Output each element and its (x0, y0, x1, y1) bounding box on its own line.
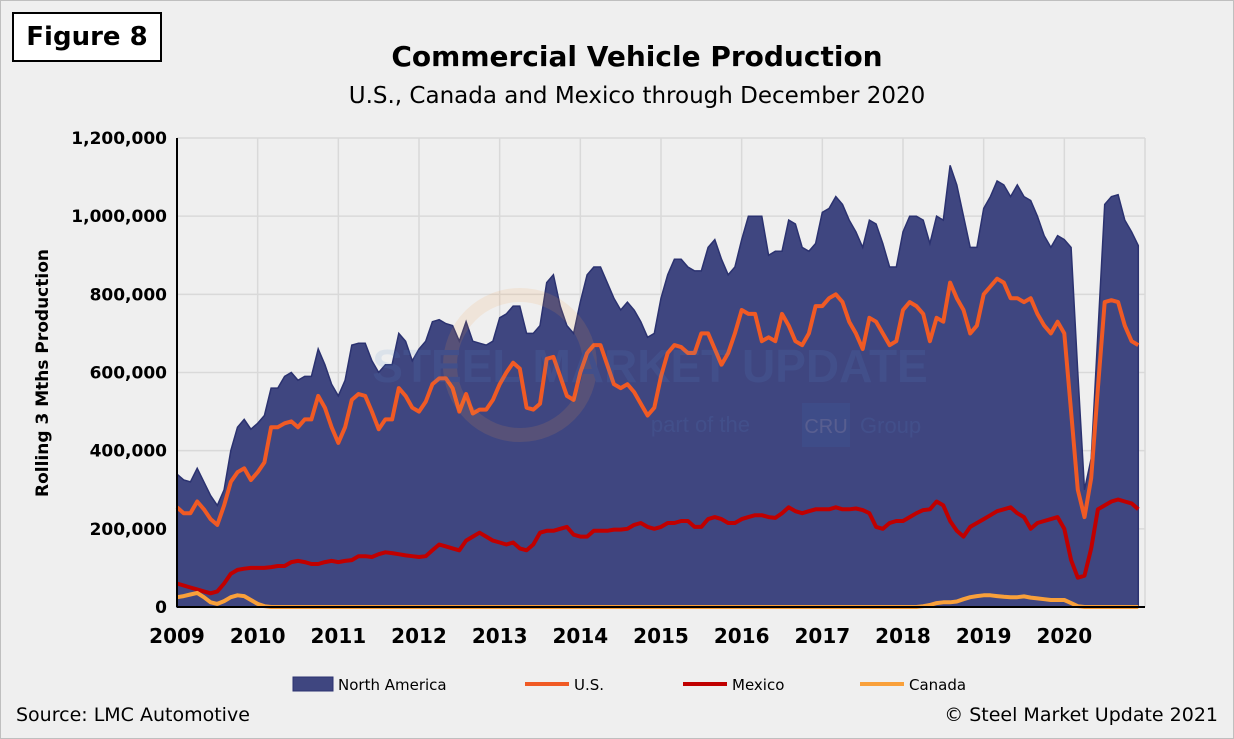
x-tick-label: 2011 (310, 624, 366, 648)
watermark-text: STEEL MARKET UPDATE (372, 340, 927, 392)
watermark-group: Group (860, 413, 921, 438)
line-u-s (175, 276, 1140, 527)
legend-item: U.S. (525, 676, 604, 694)
watermark-cru-box (802, 403, 850, 447)
y-tick-label: 600,000 (90, 364, 168, 384)
x-tick-label: 2014 (552, 624, 608, 648)
legend-label: North America (338, 676, 447, 694)
legend-swatch (292, 676, 334, 692)
legend: North America U.S. Mexico Canada (292, 676, 966, 694)
y-tick-label: 200,000 (90, 520, 168, 540)
legend-item: Canada (860, 676, 966, 694)
x-tick-label: 2012 (391, 624, 447, 648)
chart-subtitle: U.S., Canada and Mexico through December… (348, 83, 926, 109)
y-tick-label: 800,000 (90, 285, 168, 305)
watermark: STEEL MARKET UPDATE part of the CRU Grou… (372, 288, 928, 447)
legend-item: North America (292, 676, 447, 694)
y-axis-label: Rolling 3 Mths Production (33, 249, 53, 497)
watermark-swoosh (443, 288, 597, 442)
x-tick-label: 2018 (875, 624, 931, 648)
y-tick-label: 0 (155, 598, 167, 618)
y-tick-label: 1,000,000 (71, 207, 167, 227)
x-tick-label: 2015 (633, 624, 689, 648)
legend-label: U.S. (574, 676, 604, 694)
copyright-note: © Steel Market Update 2021 (944, 704, 1218, 726)
legend-label: Mexico (732, 676, 784, 694)
source-note: Source: LMC Automotive (16, 704, 250, 726)
x-tick-label: 2009 (149, 624, 205, 648)
x-tick-label: 2017 (794, 624, 850, 648)
line-mexico (176, 497, 1140, 596)
figure-label: Figure 8 (12, 12, 162, 62)
x-tick-label: 2020 (1036, 624, 1092, 648)
x-tick-label: 2019 (956, 624, 1012, 648)
axes: 0 200,000 400,000 600,000 800,000 1,000,000 1,… (71, 129, 1145, 648)
x-tick-label: 2016 (714, 624, 770, 648)
x-tick-label: 2013 (472, 624, 528, 648)
y-tick-label: 400,000 (90, 442, 168, 462)
watermark-brand: CRU (804, 416, 847, 438)
legend-item: Mexico (683, 676, 784, 694)
y-tick-label: 1,200,000 (71, 129, 167, 149)
x-tick-label: 2010 (230, 624, 286, 648)
legend-label: Canada (909, 676, 966, 694)
chart-title: Commercial Vehicle Production (391, 40, 883, 73)
watermark-sub: part of the (651, 412, 750, 437)
series-layer: STEEL MARKET UPDATE part of the CRU Grou… (175, 165, 1140, 609)
